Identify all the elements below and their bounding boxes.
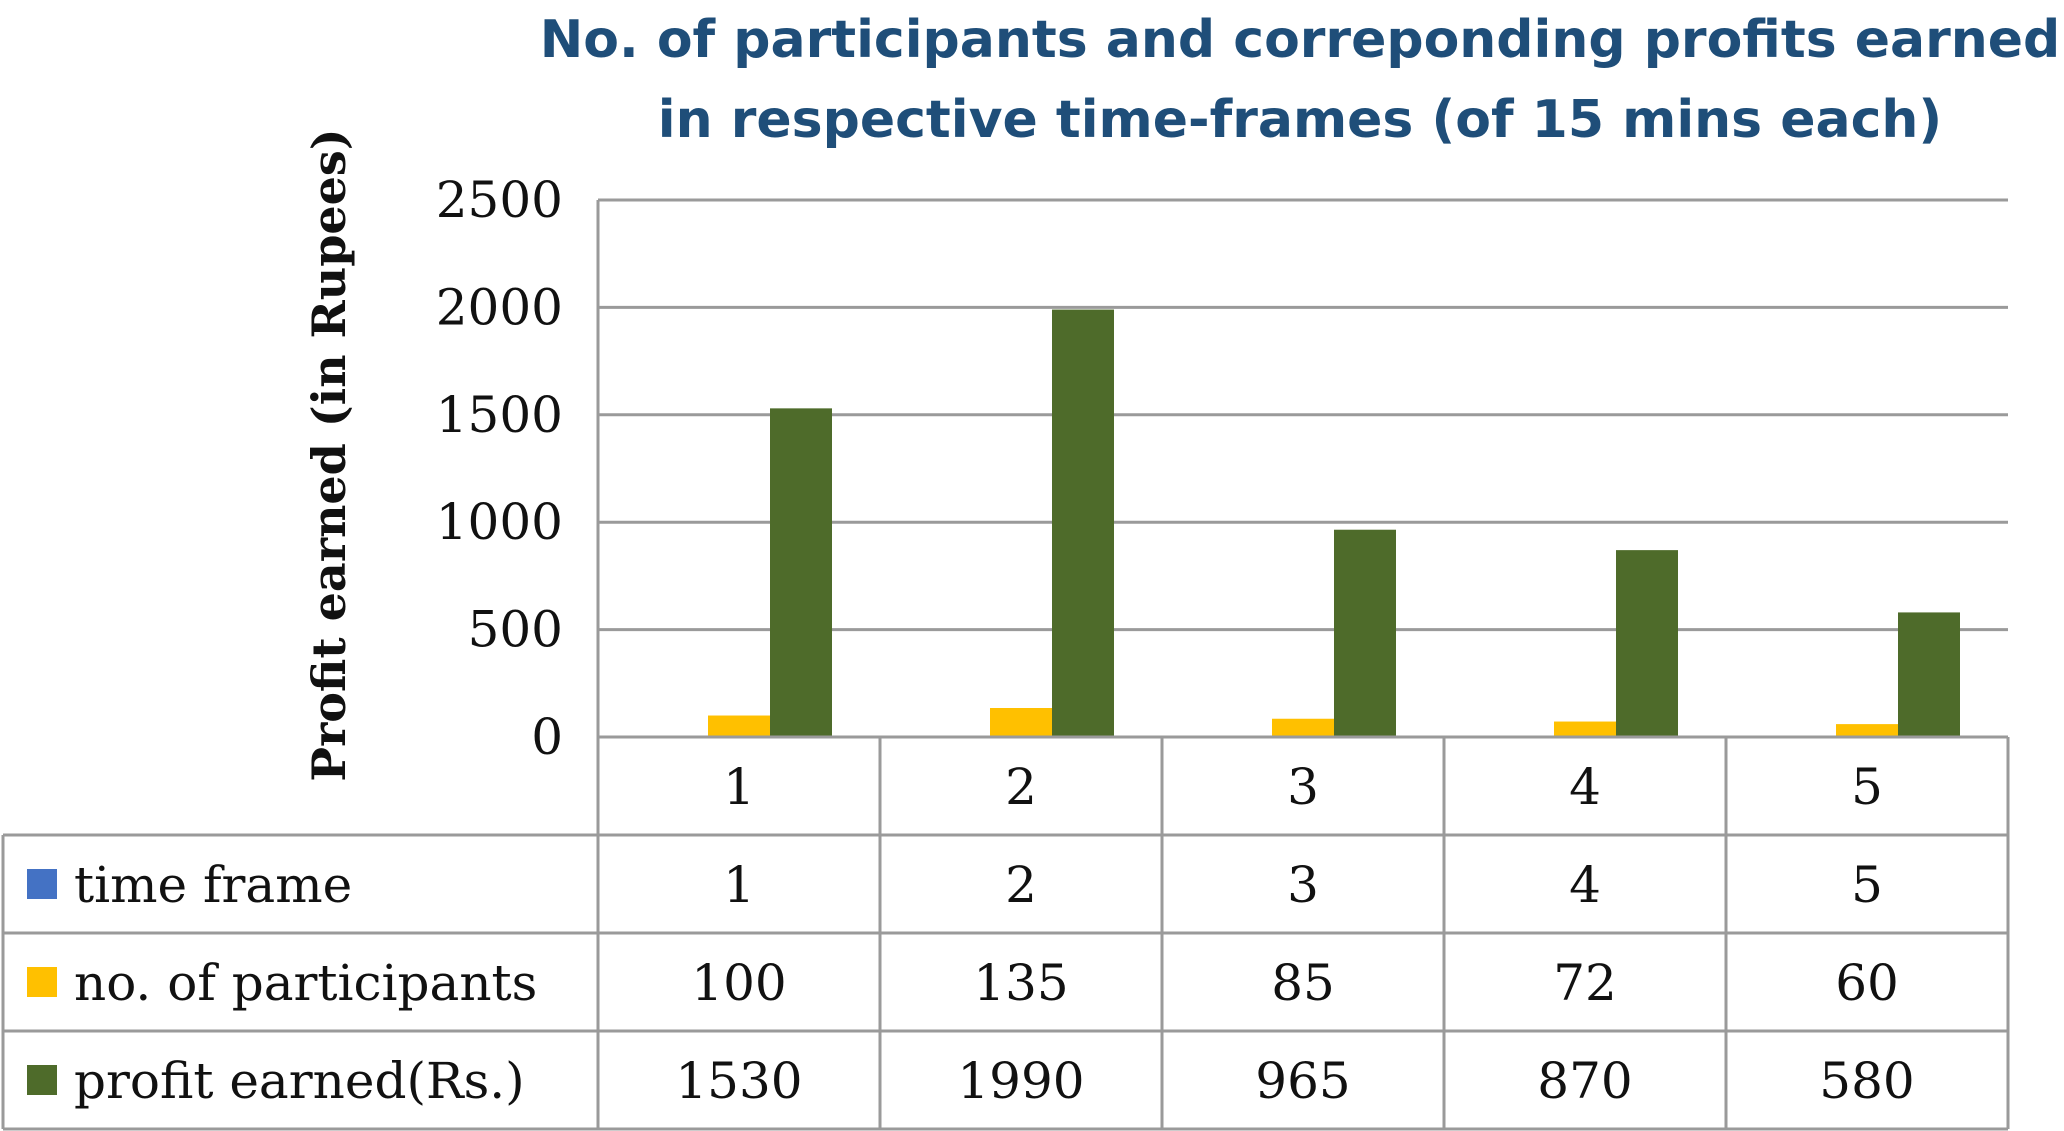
data-label: 60 <box>1835 954 1899 1012</box>
y-tick-label: 2500 <box>436 171 563 229</box>
x-tick-label: 3 <box>1287 758 1319 816</box>
x-tick-label: 1 <box>723 758 755 816</box>
bars <box>646 309 1960 737</box>
bar-profit-earned-rs--4 <box>1616 550 1678 737</box>
bar-no-of-participants-2 <box>990 708 1052 737</box>
data-label: 100 <box>691 954 786 1012</box>
data-label: 1530 <box>675 1052 802 1110</box>
x-tick-label: 4 <box>1569 758 1601 816</box>
bar-no-of-participants-1 <box>708 715 770 737</box>
bar-no-of-participants-5 <box>1836 724 1898 737</box>
bar-no-of-participants-4 <box>1554 721 1616 737</box>
data-label: 965 <box>1255 1052 1350 1110</box>
data-label: 870 <box>1537 1052 1632 1110</box>
data-table: 1 2 3 4 5 time frame 1 2 3 4 5 no. of participants 1… <box>1 735 2010 1131</box>
bar-no-of-participants-3 <box>1272 718 1334 737</box>
chart-title-line-1: No. of participants and correponding pro… <box>540 10 2061 70</box>
data-label: 580 <box>1819 1052 1914 1110</box>
data-label: 3 <box>1287 856 1319 914</box>
bar-profit-earned-rs--2 <box>1052 309 1114 737</box>
data-label: 1990 <box>957 1052 1084 1110</box>
data-label: 135 <box>973 954 1068 1012</box>
y-tick-label: 1000 <box>436 493 563 551</box>
y-tick-label: 0 <box>531 708 563 766</box>
bar-profit-earned-rs--5 <box>1898 612 1960 737</box>
data-label: 2 <box>1005 856 1037 914</box>
legend-label: no. of participants <box>74 954 537 1012</box>
legend-label: profit earned(Rs.) <box>74 1052 525 1110</box>
data-label: 85 <box>1271 954 1335 1012</box>
data-label: 1 <box>723 856 755 914</box>
legend-key <box>27 1065 57 1095</box>
data-label: 4 <box>1569 856 1601 914</box>
bar-profit-earned-rs--1 <box>770 408 832 737</box>
data-label: 5 <box>1851 856 1883 914</box>
y-tick-label: 500 <box>468 601 563 659</box>
x-tick-label: 5 <box>1851 758 1883 816</box>
legend-label: time frame <box>74 856 352 914</box>
y-axis-ticks: 0 500 1000 1500 2000 2500 <box>436 171 563 766</box>
bar-profit-earned-rs--3 <box>1334 529 1396 737</box>
y-axis-label: Profit earned (in Rupees) <box>302 128 356 781</box>
y-tick-label: 2000 <box>436 278 563 336</box>
chart-title-line-2: in respective time-frames (of 15 mins ea… <box>658 90 1942 150</box>
x-tick-label: 2 <box>1005 758 1037 816</box>
legend-key <box>27 869 57 899</box>
legend-key <box>27 967 57 997</box>
y-tick-label: 1500 <box>436 386 563 444</box>
data-label: 72 <box>1553 954 1617 1012</box>
